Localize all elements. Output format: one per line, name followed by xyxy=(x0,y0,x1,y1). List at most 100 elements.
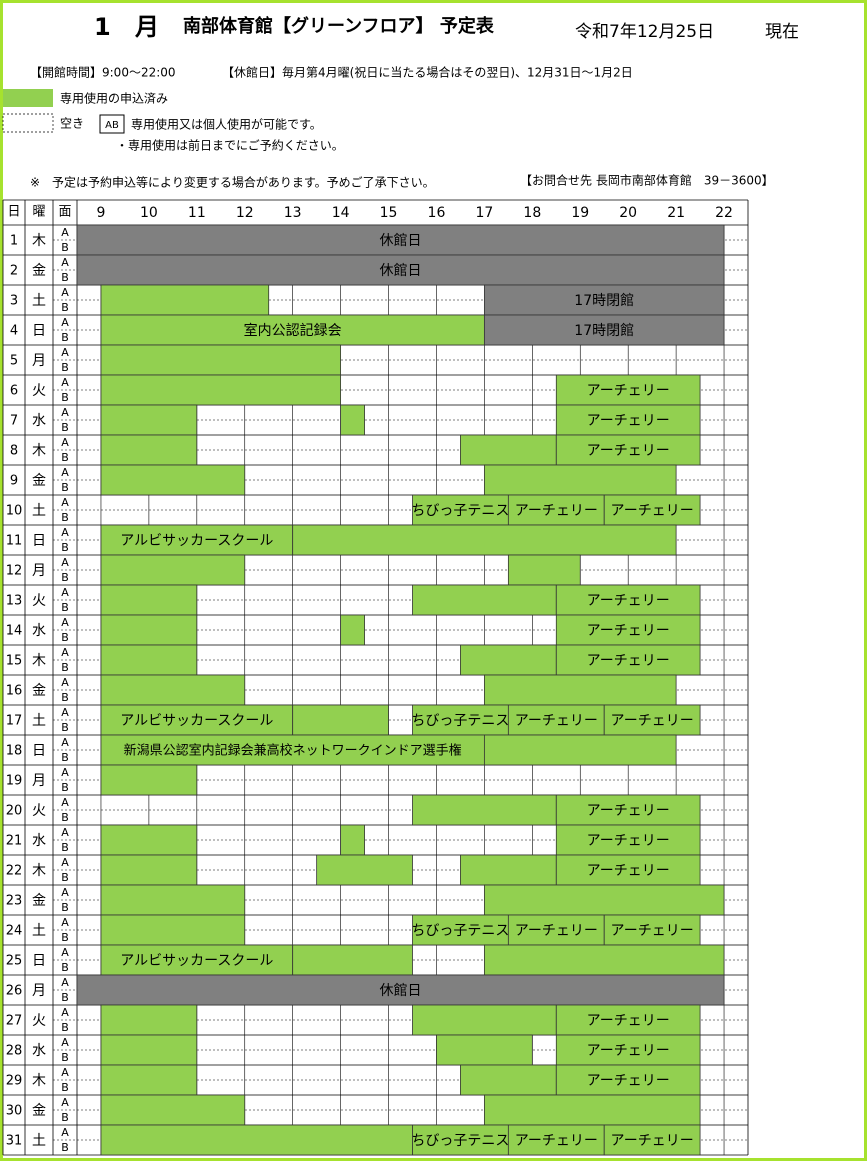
court-a: A xyxy=(61,226,69,239)
booking-block xyxy=(483,734,677,766)
court-b: B xyxy=(61,601,69,614)
day-number: 14 xyxy=(6,624,23,639)
block-label: ちびっ子テニス xyxy=(411,503,509,519)
court-b: B xyxy=(61,811,69,824)
block-label: 休館日 xyxy=(380,232,422,249)
block-label: アーチェリー xyxy=(587,383,670,399)
court-a: A xyxy=(61,1126,69,1139)
court-b: B xyxy=(61,751,69,764)
block-label: アーチェリー xyxy=(611,1133,694,1149)
block-label: アルビサッカースクール xyxy=(120,953,273,969)
weekday: 土 xyxy=(32,293,46,309)
day-number: 29 xyxy=(6,1074,23,1089)
court-b: B xyxy=(61,511,69,524)
weekday: 金 xyxy=(32,1103,46,1119)
booking-block xyxy=(100,464,246,496)
booking-block xyxy=(603,704,701,736)
court-b: B xyxy=(61,1081,69,1094)
weekday: 日 xyxy=(32,323,46,339)
day-number: 10 xyxy=(6,504,23,519)
day-number: 23 xyxy=(6,894,23,909)
day-number: 22 xyxy=(6,864,23,879)
booking-block xyxy=(100,734,485,766)
booking-block xyxy=(316,854,413,886)
day-number: 28 xyxy=(6,1044,23,1059)
court-a: A xyxy=(61,1096,69,1109)
weekday: 日 xyxy=(32,533,46,549)
court-a: A xyxy=(61,856,69,869)
block-label: ちびっ子テニス xyxy=(411,1133,509,1149)
day-number: 26 xyxy=(6,984,23,999)
booking-block xyxy=(100,434,198,466)
hours-info: 【開館時間】9:00～22:00 xyxy=(30,65,176,80)
court-a: A xyxy=(61,1066,69,1079)
hour-label: 11 xyxy=(188,205,206,221)
day-number: 17 xyxy=(6,714,23,729)
court-a: A xyxy=(61,586,69,599)
hour-label: 15 xyxy=(380,205,398,221)
legend-free-swatch xyxy=(2,113,54,133)
legend-booked-swatch xyxy=(3,89,53,107)
day-number: 3 xyxy=(10,294,18,309)
court-a: A xyxy=(61,436,69,449)
booking-block xyxy=(100,644,198,676)
booking-block xyxy=(412,914,509,946)
hour-label: 20 xyxy=(619,205,637,221)
weekday: 月 xyxy=(32,773,46,789)
hour-label: 14 xyxy=(332,205,350,221)
booking-block xyxy=(555,374,701,406)
court-b: B xyxy=(61,691,69,704)
weekday: 木 xyxy=(32,863,46,879)
court-b: B xyxy=(61,901,69,914)
weekday: 木 xyxy=(32,443,46,459)
booking-block xyxy=(507,914,605,946)
block-label: アーチェリー xyxy=(515,713,598,729)
court-a: A xyxy=(61,406,69,419)
day-number: 19 xyxy=(6,774,23,789)
block-label: アルビサッカースクール xyxy=(120,533,273,549)
booking-block xyxy=(460,854,557,886)
booking-block xyxy=(100,884,246,916)
legend-booked: 専用使用の申込済み xyxy=(60,91,168,106)
contact: 【お問合せ先 長岡市南部体育館 39－3600】 xyxy=(520,173,774,188)
court-a: A xyxy=(61,376,69,389)
booking-block xyxy=(100,824,198,856)
court-b: B xyxy=(61,871,69,884)
hour-label: 16 xyxy=(428,205,446,221)
court-a: A xyxy=(61,256,69,269)
court-b: B xyxy=(61,541,69,554)
block-label: アーチェリー xyxy=(587,1043,670,1059)
court-b: B xyxy=(61,571,69,584)
court-b: B xyxy=(61,421,69,434)
booking-block xyxy=(100,1034,198,1066)
booking-block xyxy=(483,464,677,496)
col-day: 日 xyxy=(7,205,20,220)
hour-label: 12 xyxy=(236,205,254,221)
as-of: 現在 xyxy=(765,22,799,42)
col-court: 面 xyxy=(58,205,71,220)
booking-block xyxy=(483,944,725,976)
day-number: 9 xyxy=(10,474,18,489)
hour-label: 19 xyxy=(571,205,589,221)
col-weekday: 曜 xyxy=(32,205,45,220)
court-b: B xyxy=(61,391,69,404)
block-label: 室内公認記録会 xyxy=(244,322,342,339)
booking-block xyxy=(340,404,365,436)
block-label: 新潟県公認室内記録会兼高校ネットワークインドア選手権 xyxy=(124,743,462,759)
booking-block xyxy=(100,1094,246,1126)
weekday: 水 xyxy=(32,623,46,639)
booking-block xyxy=(100,764,198,796)
block-label: アーチェリー xyxy=(611,503,694,519)
booking-block xyxy=(340,824,365,856)
month-unit: 月 xyxy=(134,13,159,41)
block-label: アーチェリー xyxy=(515,923,598,939)
block-label: アルビサッカースクール xyxy=(120,713,273,729)
weekday: 金 xyxy=(32,473,46,489)
booking-block xyxy=(100,554,246,586)
court-a: A xyxy=(61,616,69,629)
legend-free: 空き xyxy=(60,117,84,131)
booking-block xyxy=(412,704,509,736)
day-number: 5 xyxy=(10,354,18,369)
court-a: A xyxy=(61,346,69,359)
